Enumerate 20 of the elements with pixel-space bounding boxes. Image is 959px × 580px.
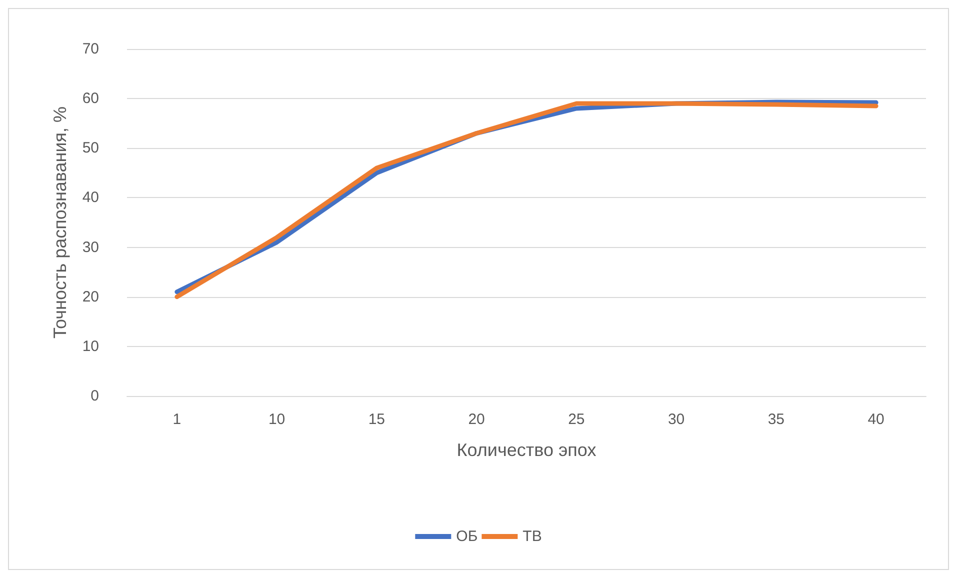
x-tick-label: 1 [172,411,182,428]
x-tick-label: 35 [768,411,785,428]
x-tick-label: 25 [568,411,585,428]
x-axis-title: Количество эпох [456,440,596,460]
legend-label: ОБ [456,528,478,545]
y-axis-title: Точность распознавания, % [50,106,70,339]
y-tick-label: 60 [82,90,99,108]
x-tick-label: 20 [468,411,485,428]
y-tick-label: 70 [82,40,99,58]
y-tick-label: 30 [82,238,99,256]
y-tick-label: 10 [82,338,99,355]
x-tick-label: 30 [668,411,685,428]
y-tick-label: 50 [82,140,99,157]
y-tick-label: 0 [90,388,99,404]
x-tick-label: 15 [368,411,386,428]
y-tick-label: 40 [82,189,99,206]
legend-label: ТВ [522,528,542,545]
x-tick-label: 10 [268,411,286,428]
y-tick-label: 20 [82,288,99,306]
x-tick-label: 40 [868,411,884,428]
